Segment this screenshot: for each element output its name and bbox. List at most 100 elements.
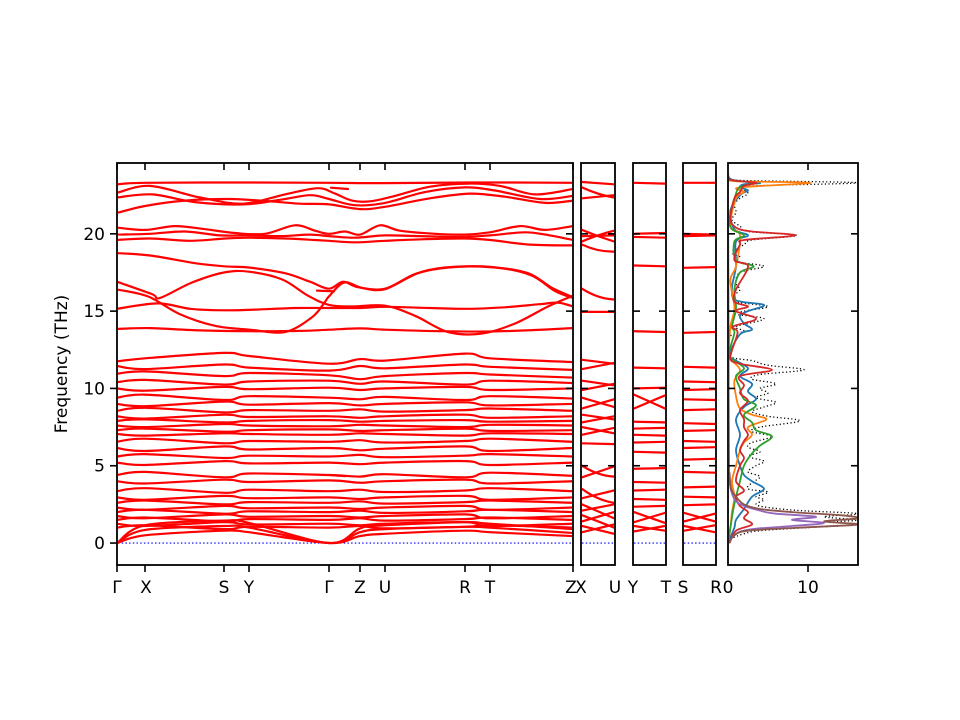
band-lines-SR [684, 181, 715, 534]
phonon-band [118, 437, 572, 445]
phonon-band-segment [582, 524, 614, 535]
phonon-band-segment [634, 433, 665, 437]
phonon-band-segment [684, 485, 715, 489]
k-point-label: X [140, 578, 152, 598]
k-point-label: U [379, 578, 391, 598]
pdos-red [729, 177, 797, 544]
phonon-band-segment [634, 235, 665, 239]
phonon-band [118, 413, 572, 420]
k-point-label: U [609, 578, 621, 598]
phonon-band [118, 351, 572, 365]
phonon-band [118, 393, 572, 402]
phonon-band-segment [582, 361, 614, 371]
k-point-label: S [219, 578, 230, 598]
k-point-label: R [710, 578, 722, 598]
phonon-band-segment [684, 266, 715, 269]
phonon-band [118, 445, 572, 453]
phonon-band-segment [582, 426, 614, 435]
phonon-band-segment [684, 330, 715, 334]
k-point-label: Y [243, 578, 255, 598]
phonon-band [118, 230, 572, 241]
y-tick-label: 10 [83, 379, 105, 399]
axis-ticks [110, 163, 858, 572]
phonon-band-segment [634, 420, 665, 424]
phonon-band-segment [582, 464, 614, 478]
k-point-label: X [575, 578, 587, 598]
y-tick-label: 15 [83, 302, 105, 322]
phonon-band [118, 470, 572, 479]
phonon-band [118, 524, 572, 545]
k-point-label: Γ [324, 578, 334, 598]
phonon-band [118, 422, 572, 429]
y-axis-label: Frequency (THz) [52, 294, 72, 434]
phonon-band-segment [582, 180, 614, 186]
phonon-band-segment [634, 511, 665, 524]
phonon-band [118, 265, 572, 334]
phonon-band-segment [582, 465, 614, 479]
k-point-label: T [660, 578, 672, 598]
phonon-band-segment [634, 426, 665, 430]
phonon-band-segment [634, 480, 665, 484]
phonon-band-segment [684, 388, 715, 392]
phonon-band-segment [582, 511, 614, 523]
phonon-band-segment [634, 366, 665, 370]
dos-panel-frame [727, 162, 859, 566]
band-lines-main [118, 181, 572, 545]
phonon-band-segment [634, 524, 665, 533]
phonon-band-segment [634, 450, 665, 454]
k-point-label: 10 [797, 578, 819, 598]
phonon-band [118, 508, 572, 515]
phonon-band [118, 504, 572, 511]
phonon-band-segment [634, 488, 665, 492]
k-point-label: Γ [112, 578, 122, 598]
pdos-green [729, 176, 773, 543]
phonon-band [118, 224, 572, 236]
phonon-band-segment [582, 243, 614, 253]
phonon-band [118, 406, 572, 414]
phonon-band [118, 363, 572, 372]
phonon-band [118, 378, 572, 386]
phonon-band [118, 181, 572, 186]
phonon-band [118, 519, 572, 545]
phonon-band-segment [582, 186, 614, 199]
phonon-band-segment [684, 439, 715, 443]
phonon-band [118, 478, 572, 485]
phonon-band-segment [684, 422, 715, 426]
phonon-band-segment [634, 330, 665, 334]
panel-XU-frame [580, 162, 616, 566]
phonon-band-segment [634, 497, 665, 501]
phonon-band [118, 236, 572, 247]
y-tick-label: 20 [83, 225, 105, 245]
pdos-brown [729, 217, 857, 544]
phonon-band-segment [634, 440, 665, 444]
phonon-band [118, 301, 572, 312]
phonon-band-segment [634, 467, 665, 470]
phonon-band [118, 400, 572, 408]
phonon-band-segment [684, 429, 715, 432]
phonon-band [118, 269, 572, 336]
phonon-band-segment [582, 523, 614, 534]
phonon-band-segment [684, 470, 715, 474]
phonon-band-segment [634, 504, 665, 508]
phonon-band-segment [634, 181, 665, 185]
phonon-band [118, 494, 572, 501]
y-tick-label: 5 [94, 457, 105, 477]
phonon-band-segment [684, 380, 715, 384]
phonon-band-segment [582, 413, 614, 421]
k-point-label: R [459, 578, 471, 598]
phonon-band-segment [582, 194, 614, 200]
phonon-band [118, 499, 572, 506]
phonon-band [118, 326, 572, 333]
phonon-band [118, 516, 572, 523]
pdos-purple [729, 216, 825, 544]
phonon-band [118, 186, 572, 207]
k-point-label: Y [627, 578, 639, 598]
phonon-band [118, 487, 572, 494]
phonon-band-segment [684, 398, 715, 402]
panel-YT-frame [632, 162, 667, 566]
phonon-band [118, 432, 572, 437]
phonon-band-segment [582, 287, 614, 301]
phonon-band-segment [684, 365, 715, 369]
